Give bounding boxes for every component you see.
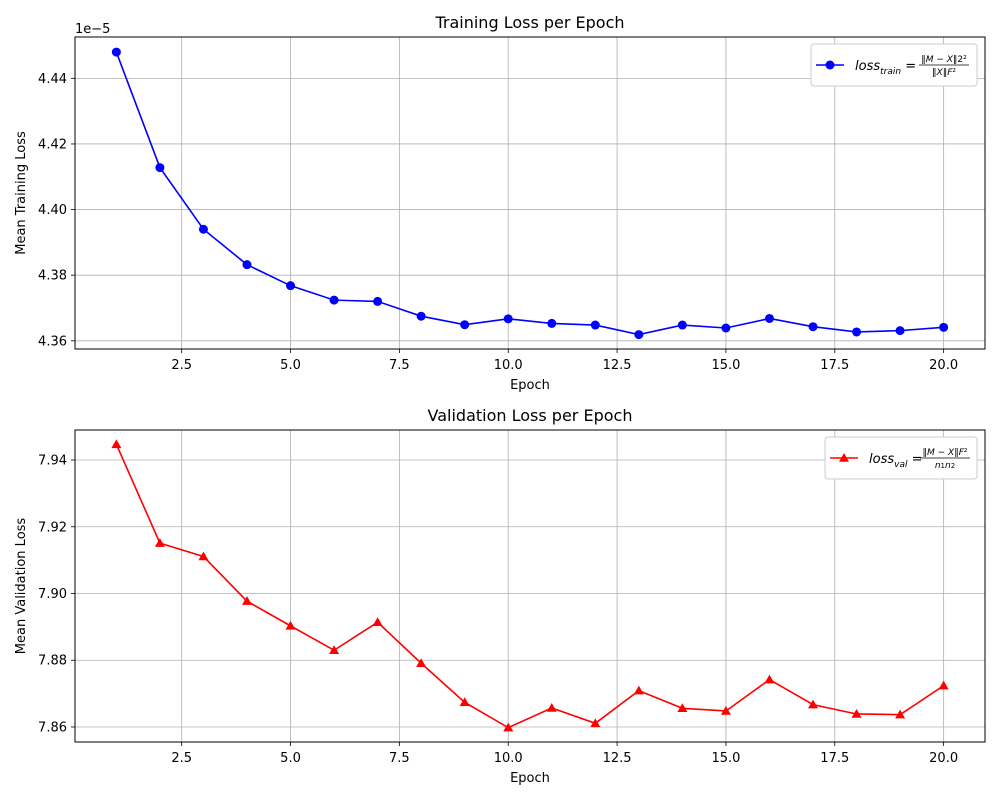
y-offset-text: 1e−5 xyxy=(75,22,110,37)
data-point xyxy=(111,439,122,449)
y-tick-label: 7.86 xyxy=(38,720,67,735)
x-tick-label: 12.5 xyxy=(603,358,632,373)
y-tick-label: 4.40 xyxy=(38,203,67,218)
data-point xyxy=(764,313,774,323)
x-tick-label: 20.0 xyxy=(929,358,958,373)
data-point xyxy=(154,538,165,547)
svg-text:‖M − X‖2²: ‖M − X‖2² xyxy=(921,55,967,65)
y-tick-label: 4.42 xyxy=(38,137,67,152)
data-point xyxy=(241,596,252,605)
data-point xyxy=(764,674,775,684)
data-point xyxy=(633,685,644,695)
x-axis-label: Epoch xyxy=(510,771,550,786)
x-tick-label: 5.0 xyxy=(280,358,301,373)
plot-frame xyxy=(74,36,986,350)
data-point xyxy=(677,703,688,713)
x-tick-label: 20.0 xyxy=(929,751,958,766)
legend-marker-circle xyxy=(825,60,835,70)
x-tick-label: 12.5 xyxy=(603,751,632,766)
data-point xyxy=(286,281,296,291)
y-axis-label: Mean Training Loss xyxy=(14,131,29,255)
data-point xyxy=(808,322,818,332)
x-tick-label: 15.0 xyxy=(711,358,740,373)
data-point xyxy=(155,163,165,173)
training-loss-chart: 2.5 5.0 7.5 10.0 12.5 15.0 17.5 20.0 4.36 4.38 4.4… xyxy=(14,13,986,393)
data-point xyxy=(416,311,426,321)
data-point xyxy=(852,327,862,337)
data-point xyxy=(547,318,557,328)
y-tick-label: 4.38 xyxy=(38,269,67,284)
data-point xyxy=(808,699,819,709)
data-point xyxy=(895,326,905,336)
x-axis-label: Epoch xyxy=(510,378,550,393)
data-point xyxy=(939,322,949,332)
data-point xyxy=(721,323,731,333)
y-tick-label: 4.44 xyxy=(38,72,67,87)
legend: losstrain = ‖M − X‖2² ‖X‖F² xyxy=(810,43,978,87)
legend: lossval = ‖M − X‖F² n1n2 xyxy=(824,436,978,480)
legend-fraction-val: ‖M − X‖F² n1n2 xyxy=(920,448,970,471)
data-point xyxy=(503,722,514,732)
x-tick-label: 2.5 xyxy=(171,358,192,373)
svg-text:‖M − X‖F²: ‖M − X‖F² xyxy=(923,448,968,458)
data-point xyxy=(851,708,862,718)
x-tick-label: 10.0 xyxy=(494,358,523,373)
x-tick-label: 17.5 xyxy=(820,358,849,373)
data-point xyxy=(198,551,209,561)
chart-title: Validation Loss per Epoch xyxy=(428,406,633,425)
data-point xyxy=(590,718,601,728)
data-point xyxy=(460,320,470,330)
data-point xyxy=(329,295,339,305)
data-point xyxy=(329,645,340,654)
chart-title: Training Loss per Epoch xyxy=(434,13,624,32)
data-point xyxy=(242,260,252,270)
data-point xyxy=(895,709,906,719)
data-point xyxy=(634,330,644,340)
legend-fraction-train: ‖M − X‖2² ‖X‖F² xyxy=(919,55,969,78)
validation-loss-chart: 2.5 5.0 7.5 10.0 12.5 15.0 17.5 20.0 7.86 7.88 7.9… xyxy=(14,406,986,786)
x-tick-label: 2.5 xyxy=(171,751,192,766)
plot-frame xyxy=(74,429,986,743)
data-point xyxy=(373,296,383,306)
y-tick-label: 4.36 xyxy=(38,334,67,349)
data-point xyxy=(285,620,296,630)
legend-marker-triangle xyxy=(839,453,849,462)
series-line xyxy=(115,444,945,729)
y-tick-label: 7.94 xyxy=(38,454,67,469)
data-point xyxy=(677,320,687,330)
x-tick-label: 7.5 xyxy=(389,358,410,373)
y-tick-label: 7.92 xyxy=(38,520,67,535)
legend-label-val: lossval = xyxy=(869,452,923,470)
data-point xyxy=(111,47,121,57)
y-axis-label: Mean Validation Loss xyxy=(14,518,29,655)
data-point xyxy=(372,617,383,626)
data-point xyxy=(198,224,208,234)
data-point xyxy=(416,658,427,667)
x-tick-label: 10.0 xyxy=(494,751,523,766)
x-tick-label: 15.0 xyxy=(711,751,740,766)
x-tick-label: 17.5 xyxy=(820,751,849,766)
y-tick-label: 7.88 xyxy=(38,654,67,669)
x-tick-label: 7.5 xyxy=(389,751,410,766)
data-point xyxy=(459,697,470,707)
data-point xyxy=(503,314,513,324)
data-point xyxy=(546,702,557,712)
svg-text:‖X‖F²: ‖X‖F² xyxy=(932,68,956,78)
y-tick-label: 7.90 xyxy=(38,587,67,602)
svg-text:n1n2: n1n2 xyxy=(935,461,955,471)
data-point xyxy=(590,320,600,330)
data-point xyxy=(938,680,949,690)
series-line xyxy=(115,51,944,336)
x-tick-label: 5.0 xyxy=(280,751,301,766)
data-point xyxy=(720,705,731,715)
legend-label-train: losstrain = xyxy=(855,59,916,77)
